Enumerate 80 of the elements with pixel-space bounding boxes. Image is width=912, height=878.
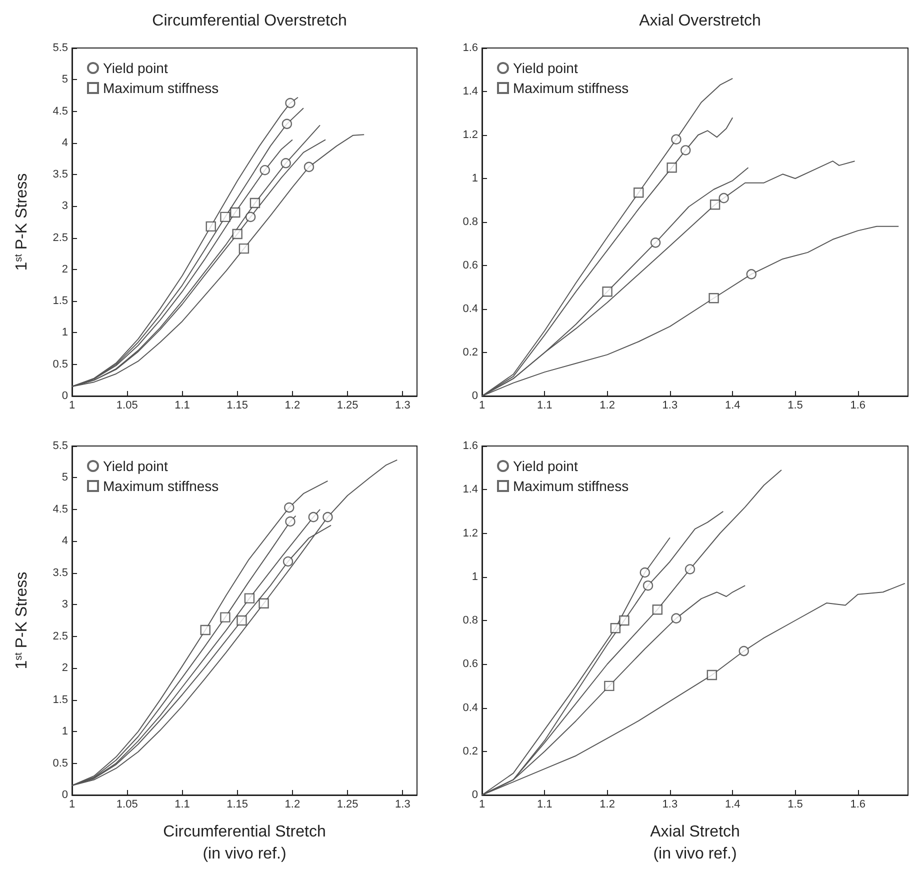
x-tick-label: 1.25 <box>336 400 358 412</box>
y-tick-label: 5 <box>62 472 68 484</box>
y-axis-title: 1st P-K Stress <box>14 572 30 670</box>
chart-title: Circumferential Overstretch <box>152 12 347 30</box>
y-tick-label: 1.6 <box>462 42 478 54</box>
y-axis-title: 1st P-K Stress <box>14 173 30 271</box>
y-tick-label: 2.5 <box>52 232 68 244</box>
x-tick-label: 1.15 <box>226 798 248 810</box>
x-axis-title: Circumferential Stretch (in vivo ref.) <box>163 824 326 862</box>
chart-title: Axial Overstretch <box>639 12 761 30</box>
x-tick-label: 1.3 <box>395 400 410 412</box>
y-tick-label: 0 <box>472 390 478 402</box>
x-tick-label: 1.4 <box>724 400 740 412</box>
y-tick-label: 3.5 <box>52 168 68 181</box>
y-tick-label: 1.2 <box>462 527 478 540</box>
legend-label: Yield point <box>103 60 168 76</box>
x-tick-label: 1.05 <box>116 400 138 412</box>
x-tick-label: 1.5 <box>788 400 803 412</box>
y-tick-label: 1.6 <box>462 440 478 452</box>
x-tick-label: 1.2 <box>284 400 300 412</box>
y-tick-label: 4 <box>62 136 68 149</box>
y-tick-label: 0 <box>472 789 478 801</box>
y-tick-label: 3.5 <box>52 566 68 579</box>
legend-label: Maximum stiffness <box>513 80 629 96</box>
x-tick-label: 1.2 <box>600 798 615 810</box>
y-tick-label: 5 <box>62 74 68 86</box>
y-tick-label: 4.5 <box>52 503 68 516</box>
y-tick-label: 5.5 <box>52 440 68 452</box>
y-tick-label: 1.5 <box>52 694 68 706</box>
x-tick-label: 1.5 <box>788 798 803 810</box>
y-tick-label: 2.5 <box>52 630 68 642</box>
x-tick-label: 1.3 <box>662 798 678 810</box>
x-tick-label: 1.1 <box>174 400 190 412</box>
y-tick-label: 0.5 <box>52 757 68 770</box>
y-tick-label: 0.2 <box>462 346 478 358</box>
x-tick-label: 1.4 <box>724 798 740 810</box>
y-tick-label: 0.2 <box>462 745 478 758</box>
legend-label: Maximum stiffness <box>103 80 219 96</box>
legend-label: Yield point <box>103 458 168 474</box>
legend-label: Maximum stiffness <box>513 478 629 494</box>
y-tick-label: 2 <box>62 263 68 276</box>
x-tick-label: 1.1 <box>537 798 552 810</box>
legend-label: Yield point <box>513 458 578 474</box>
y-tick-label: 0.6 <box>462 260 478 272</box>
y-tick-label: 0 <box>62 390 68 402</box>
y-tick-label: 2 <box>62 662 68 674</box>
y-tick-label: 1 <box>62 326 68 339</box>
x-tick-label: 1.2 <box>600 400 615 412</box>
x-tick-label: 1.05 <box>116 798 138 810</box>
y-tick-label: 1.4 <box>462 484 478 496</box>
y-tick-label: 0 <box>62 789 68 801</box>
y-tick-label: 1.5 <box>52 295 68 308</box>
y-tick-label: 1.4 <box>462 86 478 98</box>
y-tick-label: 1.2 <box>462 129 478 141</box>
y-tick-label: 3 <box>62 598 68 611</box>
x-tick-label: 1.15 <box>226 400 248 412</box>
y-tick-label: 0.8 <box>462 216 478 228</box>
x-tick-label: 1.3 <box>395 798 410 810</box>
y-tick-label: 0.6 <box>462 658 478 670</box>
x-tick-label: 1.1 <box>174 798 190 810</box>
y-tick-label: 0.4 <box>462 702 478 714</box>
x-tick-label: 1.2 <box>284 798 300 810</box>
x-axis-title: Axial Stretch (in vivo ref.) <box>650 824 740 862</box>
x-tick-label: 1.25 <box>336 798 358 810</box>
y-tick-label: 5.5 <box>52 42 68 54</box>
x-tick-label: 1.6 <box>850 798 866 810</box>
y-tick-label: 4.5 <box>52 105 68 118</box>
y-tick-label: 1 <box>62 726 68 738</box>
y-tick-label: 3 <box>62 200 68 212</box>
x-tick-label: 1.1 <box>537 400 552 412</box>
x-tick-label: 1.3 <box>662 400 678 412</box>
y-tick-label: 0.5 <box>52 358 68 370</box>
legend-label: Maximum stiffness <box>103 478 219 494</box>
y-tick-label: 0.8 <box>462 614 478 626</box>
y-tick-label: 1 <box>472 172 478 184</box>
legend-label: Yield point <box>513 60 578 76</box>
y-tick-label: 4 <box>62 535 68 548</box>
x-tick-label: 1.6 <box>850 400 866 412</box>
y-tick-label: 0.4 <box>462 303 478 315</box>
y-tick-label: 1 <box>472 570 478 583</box>
